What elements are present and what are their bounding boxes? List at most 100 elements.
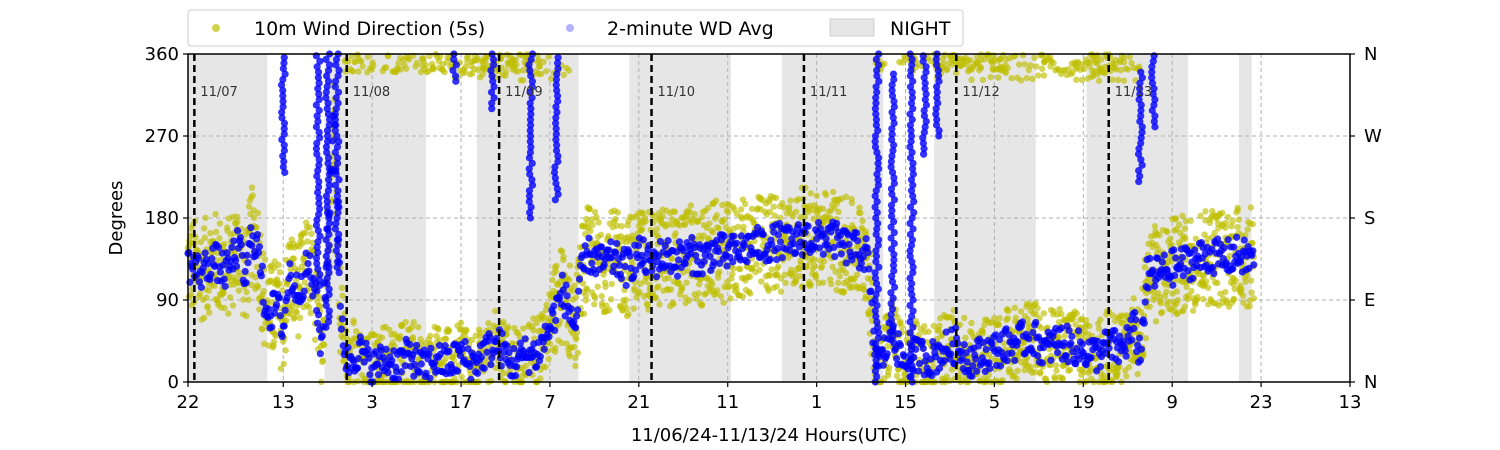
- wd2m-point-1106: [1237, 253, 1246, 261]
- wd2m-point-447: [610, 262, 618, 270]
- wd2m-excursion-3-point-1241: [332, 247, 340, 255]
- wd5s-point-2175: [1013, 375, 1020, 382]
- wd2m-point-794: [940, 357, 948, 365]
- wd2m-excursion-6-point-1317: [528, 94, 536, 102]
- wd5s-point-1002: [566, 262, 574, 269]
- wd5s-point-1547: [773, 283, 780, 290]
- wd2m-point-197: [372, 348, 380, 356]
- wd2m-point-865: [1008, 349, 1016, 357]
- wd5s-point-1411: [721, 216, 729, 223]
- wd2m-excursion-9-point-1429: [890, 250, 898, 259]
- wd5s-point-2816: [479, 71, 486, 78]
- wd5s-point-2842: [545, 53, 552, 60]
- wd5s-point-1828: [881, 60, 888, 67]
- wd2m-point-1000: [1136, 356, 1145, 364]
- wd2m-point-393: [558, 271, 566, 279]
- wd5s-point-2702: [1214, 279, 1221, 287]
- wd2m-point-1075: [1208, 245, 1216, 253]
- wd2m-excursion-9-point-1435: [890, 218, 898, 226]
- wd2m-excursion-5-point-1287: [487, 88, 496, 96]
- wd5s-point-2767: [1238, 286, 1245, 293]
- wd5s-point-1025: [574, 349, 582, 357]
- wd2m-point-437: [600, 261, 608, 269]
- wd5s-point-2570: [1163, 228, 1171, 236]
- wd5s-point-447: [354, 377, 362, 385]
- wd5s-point-1235: [655, 283, 662, 290]
- wd5s-point-1475: [746, 273, 754, 280]
- wd5s-point-8: [188, 291, 195, 299]
- wd5s-point-1645: [810, 257, 818, 264]
- wd2m-excursion-14-point-1580: [1151, 123, 1159, 131]
- wd5s-point-2830: [514, 68, 522, 75]
- wd2m-excursion-12-point-1555: [934, 66, 942, 74]
- wd2m-excursion-14-point-1584: [1150, 101, 1158, 109]
- wd5s-point-2639: [1189, 307, 1197, 314]
- wd5s-point-2152: [1004, 315, 1012, 322]
- wd2m-excursion-9-point-1458: [888, 92, 897, 100]
- wd2m-excursion-6-point-1296: [525, 208, 534, 217]
- wind-direction-2min-series: [184, 50, 1258, 386]
- wd2m-excursion-9-point-1456: [890, 103, 898, 111]
- wd2m-point-50: [232, 256, 240, 264]
- wd5s-point-2602: [1175, 221, 1183, 228]
- wd2m-point-876: [1018, 318, 1026, 326]
- wd2m-excursion-5-point-1293: [489, 55, 498, 64]
- wd5s-point-1334: [693, 295, 700, 302]
- wd5s-point-2367: [1086, 322, 1093, 330]
- wd2m-excursion-1-point-1147: [313, 259, 321, 268]
- wd5s-point-1760: [855, 242, 862, 250]
- wd2m-point-897: [1038, 359, 1046, 367]
- wd2m-excursion-4-point-1278: [452, 77, 460, 85]
- wd5s-point-405: [338, 284, 346, 292]
- wd2m-point-91: [271, 309, 279, 317]
- wd2m-excursion-2-point-1215: [325, 165, 334, 173]
- wd2m-point-913: [1053, 349, 1062, 357]
- wd2m-point-789: [935, 364, 944, 372]
- wd5s-point-1651: [813, 192, 820, 199]
- wd2m-point-409: [573, 306, 582, 314]
- wd2m-point-344: [512, 372, 520, 380]
- wd5s-point-2225: [1031, 368, 1039, 376]
- wd5s-point-2087: [979, 327, 986, 335]
- wd2m-point-410: [574, 287, 583, 295]
- wd2m-excursion-6-point-1321: [527, 72, 535, 80]
- wd2m-point-587: [743, 258, 751, 266]
- wd2m-excursion-8-point-1356: [872, 362, 880, 370]
- wd5s-point-809: [492, 364, 500, 372]
- wd5s-point-1111: [607, 296, 615, 303]
- wd2m-excursion-3-point-1263: [331, 126, 339, 135]
- wd2m-point-417: [581, 242, 589, 250]
- wd2m-excursion-7-point-1332: [551, 163, 559, 171]
- wd2m-excursion-14-point-1590: [1148, 68, 1156, 76]
- x-tick-label-13: 13: [1339, 392, 1362, 413]
- wd5s-point-2881: [991, 56, 998, 63]
- wd5s-point-256: [282, 347, 289, 354]
- wd5s-point-2524: [1146, 303, 1153, 310]
- wd5s-point-1394: [715, 225, 722, 232]
- wd2m-point-397: [562, 281, 570, 289]
- wd2m-excursion-1-point-1151: [314, 238, 322, 246]
- wd2m-excursion-13-point-1559: [1135, 177, 1143, 186]
- day-label-6: 11/13: [1115, 85, 1152, 100]
- wd2m-excursion-9-point-1453: [890, 119, 898, 127]
- wd5s-point-2894: [1015, 61, 1023, 68]
- wd5s-point-1393: [714, 274, 722, 281]
- wd2m-excursion-8-point-1368: [871, 296, 879, 304]
- wd2m-point-906: [1047, 356, 1055, 364]
- wd2m-excursion-2-point-1210: [322, 192, 330, 200]
- wd2m-point-21: [204, 259, 212, 268]
- wd2m-excursion-1-point-1170: [316, 134, 324, 142]
- wd2m-point-707: [857, 259, 865, 267]
- wd2m-excursion-13-point-1572: [1137, 106, 1145, 115]
- wd5s-point-1126: [613, 222, 621, 229]
- wd2m-point-51: [232, 262, 241, 270]
- legend-wd2m-marker: [566, 24, 574, 32]
- wd2m-excursion-10-point-1521: [908, 61, 916, 69]
- wd2m-point-374: [540, 345, 548, 353]
- wd5s-point-1150: [622, 296, 630, 303]
- wd2m-excursion-1-point-1172: [312, 123, 320, 131]
- wd5s-point-987: [560, 256, 567, 264]
- wd2m-point-1057: [1191, 246, 1199, 254]
- wd5s-point-2672: [1202, 278, 1210, 285]
- wd2m-point-1109: [1240, 236, 1248, 244]
